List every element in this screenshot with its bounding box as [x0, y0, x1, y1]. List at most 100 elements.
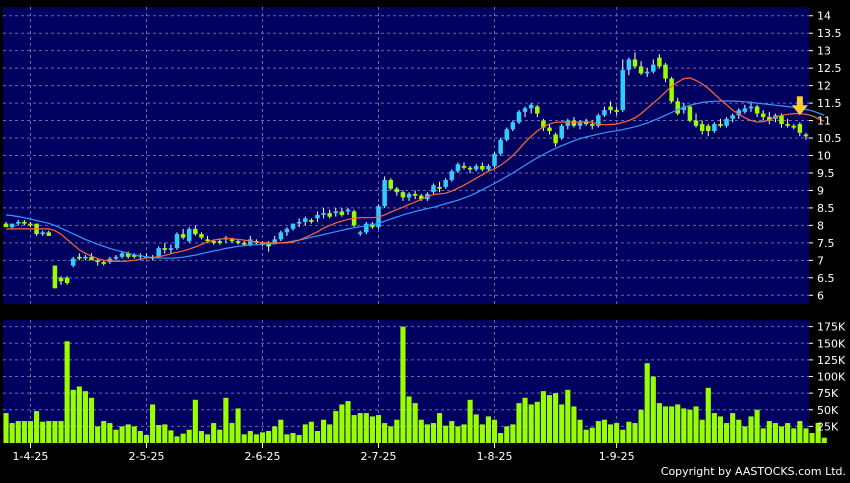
date-tick-label: 2-5-25: [129, 450, 165, 463]
candle-body: [583, 122, 589, 125]
volume-bar: [724, 423, 730, 443]
candle-body: [83, 256, 88, 259]
candle-body: [455, 164, 461, 172]
volume-bar: [357, 413, 363, 443]
volume-bar: [375, 415, 382, 443]
candle-body: [364, 223, 369, 233]
volume-bar: [9, 423, 15, 443]
copyright-notice: Copyright by AASTOCKS.com Ltd.: [660, 465, 846, 478]
candle-body: [406, 193, 412, 198]
volume-tick-label: 50K: [817, 404, 839, 417]
candle-body: [486, 165, 491, 170]
date-tick-label: 2-6-25: [245, 450, 281, 463]
volume-bar: [388, 426, 394, 443]
volume-bar: [449, 421, 455, 443]
date-tick-label: 2-7-25: [361, 450, 397, 463]
candle-body: [22, 221, 27, 224]
volume-bar: [730, 413, 736, 443]
price-tick-label: 10: [817, 150, 831, 163]
volume-bar: [437, 413, 443, 443]
candle-body: [663, 64, 668, 79]
volume-tick-label: 25K: [817, 420, 839, 433]
candle-body: [480, 165, 485, 170]
candle-body: [767, 117, 772, 121]
volume-bar: [174, 436, 180, 443]
candle-body: [339, 211, 345, 215]
candle-body: [199, 234, 204, 238]
volume-bar: [284, 434, 290, 443]
candle-body: [345, 209, 351, 212]
candle-body: [77, 256, 82, 259]
volume-bar: [510, 424, 516, 443]
volume-bar: [803, 428, 809, 443]
candle-body: [675, 101, 680, 114]
arrow-head: [791, 105, 808, 116]
volume-bar: [418, 419, 424, 443]
volume-bar: [467, 399, 473, 443]
volume-bar: [540, 391, 546, 443]
candle-body: [467, 167, 473, 170]
price-tick-label: 7: [817, 254, 824, 267]
volume-bar: [577, 419, 583, 443]
candle-body: [278, 232, 284, 240]
volume-bar: [412, 403, 418, 443]
candle-body: [229, 239, 235, 242]
candle-body: [156, 248, 161, 257]
volume-bar: [669, 406, 675, 443]
volume-bar: [217, 429, 223, 443]
volume-axis: 175K 150K 125K 100K 75K 50K 25K: [809, 321, 846, 433]
volume-bar: [748, 416, 754, 443]
candle-body: [718, 124, 723, 126]
volume-bar: [559, 404, 565, 443]
candle-body: [321, 213, 326, 215]
candle-body: [492, 153, 497, 166]
volume-bar: [137, 431, 143, 443]
volume-bar: [479, 424, 485, 443]
volume-bar: [504, 426, 510, 443]
candle-body: [101, 262, 107, 264]
candle-body: [657, 57, 662, 67]
volume-bar: [82, 391, 88, 443]
volume-bar: [64, 341, 70, 443]
candle-body: [651, 64, 656, 72]
volume-bar: [247, 431, 253, 443]
candlesticks: [3, 52, 809, 289]
candle-body: [547, 127, 552, 132]
volume-bars: [3, 326, 827, 443]
volume-bar: [760, 428, 766, 443]
price-tick-label: 12.5: [817, 62, 842, 75]
volume-bar: [443, 425, 449, 443]
volume-bar: [546, 395, 553, 443]
volume-bar: [296, 435, 302, 443]
candle-body: [754, 106, 760, 114]
candle-body: [443, 179, 448, 187]
volume-bar: [656, 403, 662, 443]
volume-bar: [327, 424, 333, 443]
candle-body: [290, 223, 296, 229]
candle-body: [608, 106, 613, 111]
volume-tick-label: 150K: [817, 337, 846, 350]
candle-body: [712, 124, 717, 132]
volume-bar: [528, 404, 534, 443]
candle-body: [394, 188, 400, 193]
candle-body: [302, 218, 308, 222]
volume-bar: [162, 424, 168, 443]
candle-body: [3, 223, 9, 228]
volume-bar: [278, 419, 284, 443]
candle-body: [742, 108, 748, 112]
volume-bar: [797, 421, 803, 443]
volume-bar: [614, 423, 620, 443]
volume-bar: [266, 431, 272, 443]
volume-bar: [522, 397, 528, 443]
candle-body: [565, 120, 571, 126]
candle-body: [699, 124, 705, 132]
price-tick-label: 8: [817, 219, 824, 232]
volume-bar: [406, 396, 412, 443]
price-tick-label: 9.5: [817, 167, 835, 180]
candle-body: [388, 179, 393, 189]
volume-tick-label: 125K: [817, 354, 846, 367]
candle-body: [577, 122, 583, 126]
volume-bar: [21, 421, 27, 443]
volume-bar: [302, 424, 308, 443]
